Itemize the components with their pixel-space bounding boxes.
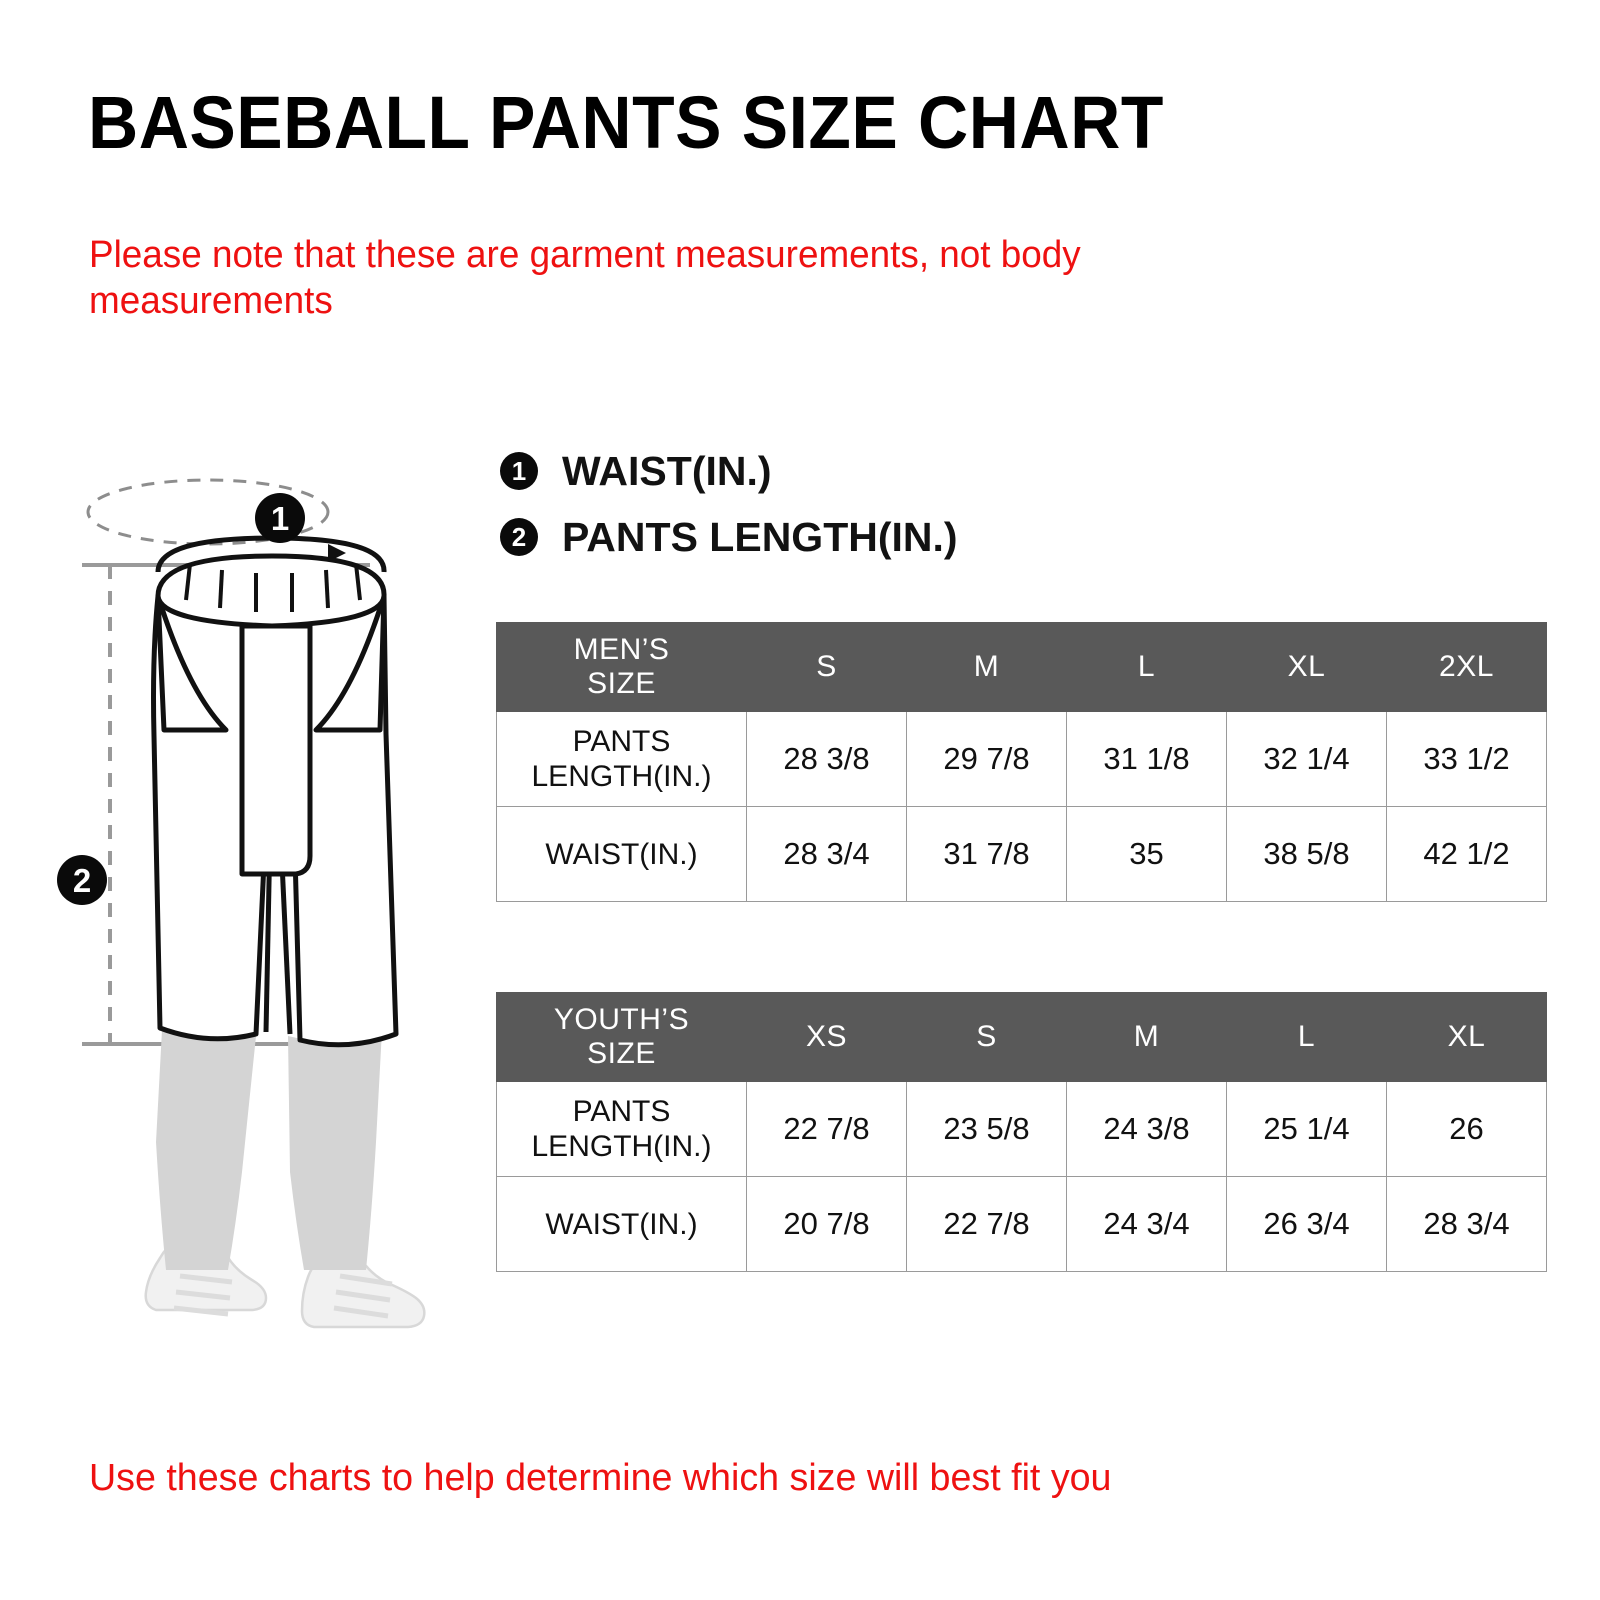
table-row: PANTS LENGTH(IN.) 28 3/8 29 7/8 31 1/8 3… xyxy=(496,711,1547,807)
youth-size-table: YOUTH’S SIZE XS S M L XL PANTS LENGTH(IN… xyxy=(496,992,1547,1272)
row-label-line2: LENGTH(IN.) xyxy=(531,760,712,793)
cell-youth-waist-l: 26 3/4 xyxy=(1226,1176,1387,1272)
mens-col-2xl: 2XL xyxy=(1386,622,1547,712)
mens-row-label-pants-length: PANTS LENGTH(IN.) xyxy=(496,711,747,807)
youth-col-m: M xyxy=(1066,992,1227,1082)
page-title: BASEBALL PANTS SIZE CHART xyxy=(88,81,1164,164)
mens-size-header-line1: MEN’S xyxy=(573,633,670,666)
youth-row-label-pants-length: PANTS LENGTH(IN.) xyxy=(496,1081,747,1177)
youth-col-xl: XL xyxy=(1386,992,1547,1082)
youth-size-header-line2: SIZE xyxy=(587,1037,656,1070)
mens-size-header-line2: SIZE xyxy=(587,667,656,700)
legend-label-pants-length: PANTS LENGTH(IN.) xyxy=(562,513,958,560)
cell-youth-waist-m: 24 3/4 xyxy=(1066,1176,1227,1272)
row-label-line1: PANTS xyxy=(572,725,671,758)
size-help-note: Use these charts to help determine which… xyxy=(89,1457,1112,1499)
youth-size-header-line1: YOUTH’S xyxy=(553,1003,690,1036)
socks-illustration xyxy=(156,1030,382,1270)
mens-col-s: S xyxy=(746,622,907,712)
mens-col-l: L xyxy=(1066,622,1227,712)
badge-one-icon: 1 xyxy=(500,452,538,490)
cell-youth-length-l: 25 1/4 xyxy=(1226,1081,1387,1177)
length-marker-badge: 2 xyxy=(57,855,107,905)
waist-measure-ellipse xyxy=(86,478,330,546)
garment-measurement-note: Please note that these are garment measu… xyxy=(89,234,1081,322)
youth-col-xs: XS xyxy=(746,992,907,1082)
measurement-legend: 1 WAIST(IN.) 2 PANTS LENGTH(IN.) xyxy=(500,442,958,574)
cell-youth-length-xl: 26 xyxy=(1386,1081,1547,1177)
youth-row-label-waist: WAIST(IN.) xyxy=(496,1176,747,1272)
cell-youth-length-s: 23 5/8 xyxy=(906,1081,1067,1177)
cell-mens-waist-xl: 38 5/8 xyxy=(1226,806,1387,902)
cell-youth-length-xs: 22 7/8 xyxy=(746,1081,907,1177)
cell-youth-waist-s: 22 7/8 xyxy=(906,1176,1067,1272)
mens-size-table: MEN’S SIZE S M L XL 2XL PANTS LENGTH(IN.… xyxy=(496,622,1547,902)
pants-fly-detail xyxy=(239,623,313,877)
pants-waistband xyxy=(155,535,387,629)
table-row: WAIST(IN.) 28 3/4 31 7/8 35 38 5/8 42 1/… xyxy=(496,806,1547,902)
cell-mens-waist-l: 35 xyxy=(1066,806,1227,902)
youth-col-s: S xyxy=(906,992,1067,1082)
mens-size-header: MEN’S SIZE xyxy=(496,622,747,712)
cell-mens-length-2xl: 33 1/2 xyxy=(1386,711,1547,807)
table-row: PANTS LENGTH(IN.) 22 7/8 23 5/8 24 3/8 2… xyxy=(496,1081,1547,1177)
row-label-line1: PANTS xyxy=(572,1095,671,1128)
mens-col-xl: XL xyxy=(1226,622,1387,712)
row-label-line2: LENGTH(IN.) xyxy=(531,1130,712,1163)
mens-row-label-waist: WAIST(IN.) xyxy=(496,806,747,902)
legend-item-waist: 1 WAIST(IN.) xyxy=(500,442,958,500)
cell-youth-waist-xl: 28 3/4 xyxy=(1386,1176,1547,1272)
svg-text:2: 2 xyxy=(73,862,91,899)
badge-two-icon: 2 xyxy=(500,518,538,556)
belt-loops xyxy=(184,563,362,612)
table-header-row: MEN’S SIZE S M L XL 2XL xyxy=(496,622,1547,712)
youth-col-l: L xyxy=(1226,992,1387,1082)
youth-size-header: YOUTH’S SIZE xyxy=(496,992,747,1082)
pants-seam-detail xyxy=(155,593,387,733)
table-row: WAIST(IN.) 20 7/8 22 7/8 24 3/4 26 3/4 2… xyxy=(496,1176,1547,1272)
cell-mens-length-xl: 32 1/4 xyxy=(1226,711,1387,807)
cell-mens-waist-s: 28 3/4 xyxy=(746,806,907,902)
cell-youth-waist-xs: 20 7/8 xyxy=(746,1176,907,1272)
legend-label-waist: WAIST(IN.) xyxy=(562,447,772,494)
svg-text:1: 1 xyxy=(271,500,289,537)
cell-youth-length-m: 24 3/8 xyxy=(1066,1081,1227,1177)
cell-mens-length-l: 31 1/8 xyxy=(1066,711,1227,807)
cell-mens-length-s: 28 3/8 xyxy=(746,711,907,807)
cell-mens-length-m: 29 7/8 xyxy=(906,711,1067,807)
table-header-row: YOUTH’S SIZE XS S M L XL xyxy=(496,992,1547,1082)
cell-mens-waist-m: 31 7/8 xyxy=(906,806,1067,902)
mens-col-m: M xyxy=(906,622,1067,712)
legend-item-pants-length: 2 PANTS LENGTH(IN.) xyxy=(500,508,958,566)
baseball-pants-illustration: 1 2 xyxy=(40,430,500,1330)
waist-marker-badge: 1 xyxy=(255,493,305,543)
cell-mens-waist-2xl: 42 1/2 xyxy=(1386,806,1547,902)
